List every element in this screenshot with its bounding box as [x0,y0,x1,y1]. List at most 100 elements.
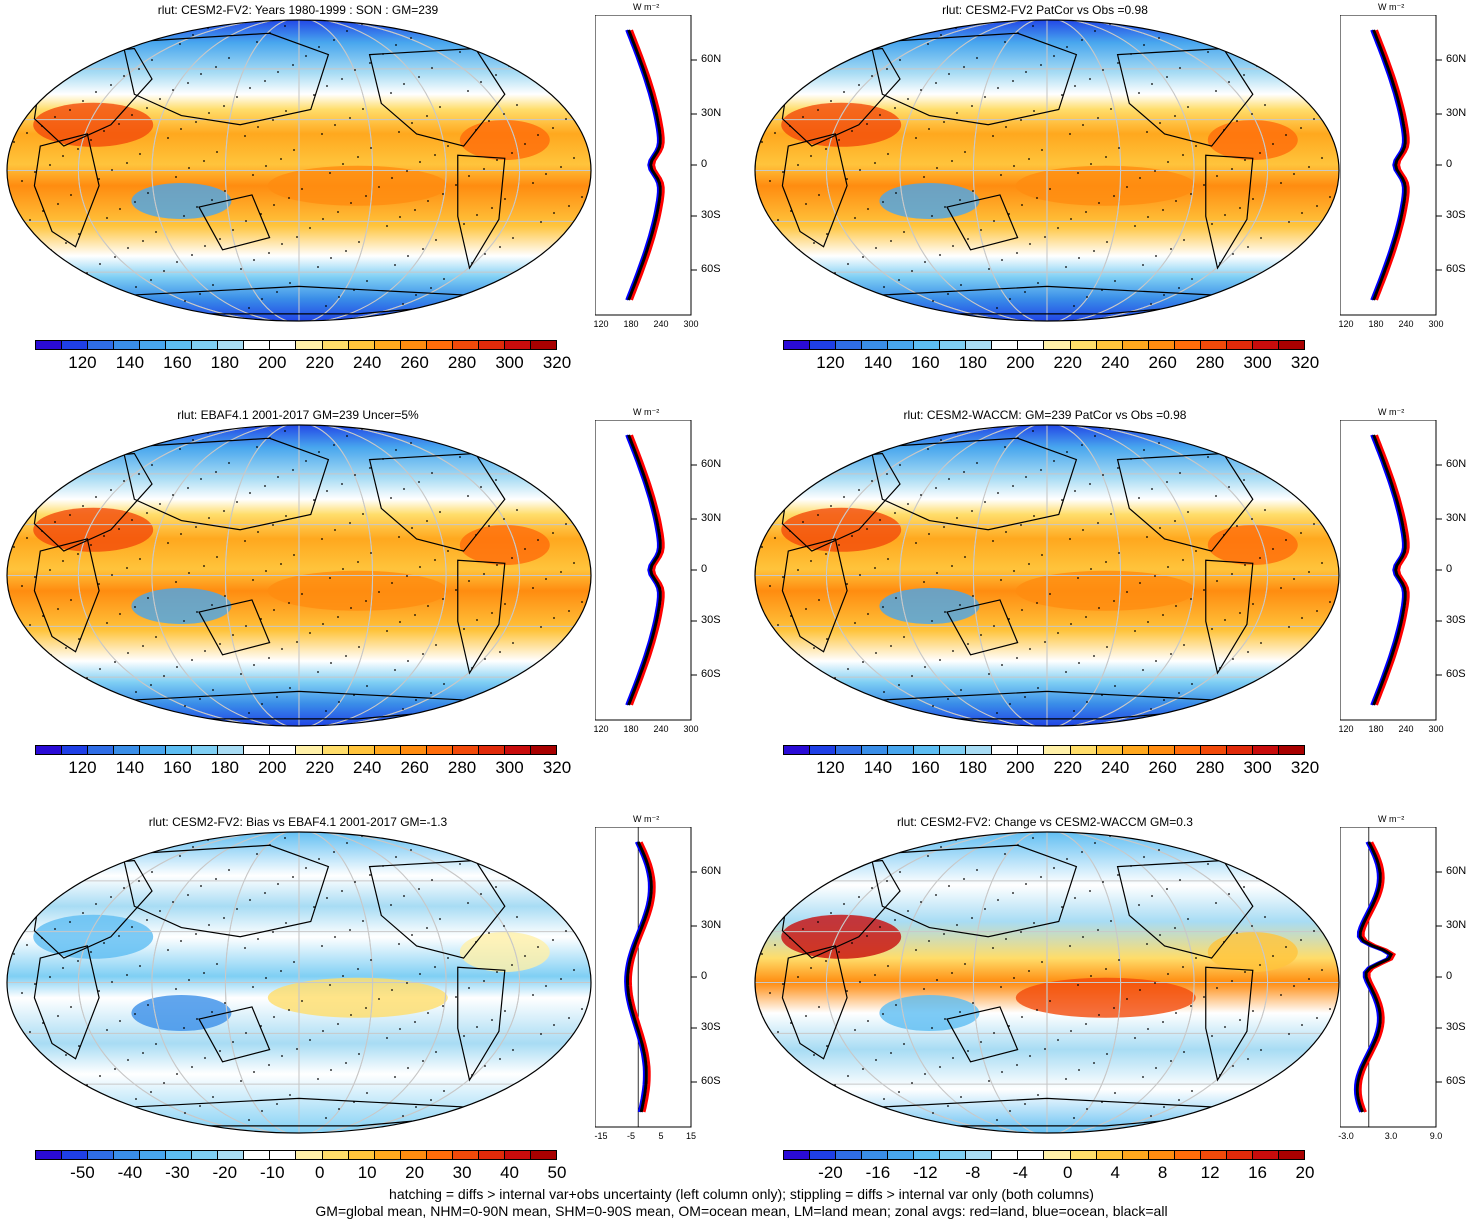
footer-line-2: GM=global mean, NHM=0-90N mean, SHM=0-90… [315,1203,1168,1219]
zonal-unit-label: W m⁻² [633,407,660,417]
colorbar-tick-label: 240 [352,758,382,777]
zonal-unit-label: W m⁻² [633,2,660,12]
colorbar-tick-label: 120 [816,353,845,372]
zonal-axis-tick-label: 240 [653,319,669,329]
colorbar-tick-label: 240 [352,353,382,372]
latitude-label: 0 [1446,563,1453,575]
zonal-axis-tick-label: 300 [683,319,699,329]
colorbar-tick-label: 160 [911,758,940,777]
latitude-label: 60N [701,865,722,877]
colorbar-tick-label: 0 [1062,1163,1073,1182]
colorbar [35,340,557,350]
colorbar-tick-label: 280 [1195,353,1225,372]
colorbar-tick-label: 300 [1243,758,1272,777]
zonal-axis-tick-label: 180 [1368,724,1384,734]
colorbar [35,745,557,755]
latitude-label: 30S [701,209,721,221]
zonal-axis-tick-label: 3.0 [1384,1131,1398,1141]
zonal-axis-tick-label: 300 [683,724,699,734]
colorbar-tick-label: 300 [495,758,524,777]
colorbar-tick-label: 0 [314,1163,325,1182]
latitude-label: 0 [1446,970,1453,982]
colorbar-tick-label: 200 [1006,758,1035,777]
colorbar-tick-label: 220 [1053,353,1082,372]
colorbar-tick-label: 140 [115,758,145,777]
zonal-axis-tick-label: 240 [1398,724,1414,734]
colorbar-tick-label: -40 [117,1163,143,1182]
latitude-label: 30N [1446,919,1467,931]
colorbar-tick-label: 220 [305,758,334,777]
zonal-axis-tick-label: -15 [594,1131,608,1141]
zonal-axis-tick-label: 120 [593,319,609,329]
latitude-label: 30N [1446,107,1467,119]
colorbar-tick-label: 8 [1157,1163,1168,1182]
latitude-label: 60N [701,458,722,470]
colorbar-tick-label: 200 [1006,353,1035,372]
colorbar-tick-label: 280 [447,353,477,372]
colorbar-tick-label: -50 [70,1163,95,1182]
zonal-axis-tick-label: 180 [623,319,639,329]
latitude-label: 0 [701,158,708,170]
colorbar-tick-label: -20 [212,1163,238,1182]
latitude-label: 60N [701,53,722,65]
latitude-label: 30S [701,1021,721,1033]
latitude-label: 30S [1446,209,1466,221]
latitude-label: 0 [701,970,708,982]
panel-title: rlut: CESM2-FV2: Years 1980-1999 : SON :… [157,3,439,17]
colorbar-tick-label: 200 [258,758,287,777]
latitude-label: 60N [1446,458,1467,470]
colorbar-tick-label: 120 [68,758,97,777]
latitude-label: 30N [701,107,722,119]
panel-title: rlut: CESM2-FV2: Change vs CESM2-WACCM G… [897,815,1193,829]
zonal-axis-tick-label: -3.0 [1338,1131,1354,1141]
colorbar-tick-label: 160 [163,353,192,372]
colorbar-tick-label: 160 [163,758,192,777]
colorbar-tick-label: 260 [400,758,429,777]
colorbar-tick-label: 280 [447,758,477,777]
colorbar-tick-label: -20 [818,1163,843,1182]
colorbar-tick-label: 10 [357,1163,377,1182]
zonal-mean-plot [595,15,697,316]
colorbar-tick-label: 240 [1100,758,1130,777]
latitude-label: 0 [701,563,708,575]
colorbar-tick-label: 220 [305,353,334,372]
zonal-axis-tick-label: 5 [658,1131,664,1141]
colorbar-tick-label: -8 [965,1163,981,1182]
zonal-unit-label: W m⁻² [633,814,660,824]
world-map [6,831,592,1134]
colorbar-tick-label: -16 [865,1163,891,1182]
latitude-label: 60S [701,263,721,275]
colorbar-tick-label: 140 [863,758,893,777]
world-map [6,19,592,322]
latitude-label: 60S [1446,668,1466,680]
latitude-label: 60S [701,668,721,680]
latitude-label: 30S [1446,1021,1466,1033]
colorbar-tick-label: 280 [1195,758,1225,777]
colorbar-tick-label: 300 [1243,353,1272,372]
colorbar-tick-label: 320 [1290,758,1320,777]
colorbar-tick-label: 180 [958,353,987,372]
colorbar [35,1150,557,1160]
zonal-axis-tick-label: 240 [653,724,669,734]
zonal-unit-label: W m⁻² [1378,814,1405,824]
colorbar-tick-label: 30 [452,1163,472,1182]
colorbar-tick-label: -10 [259,1163,285,1182]
colorbar-tick-label: 260 [400,353,429,372]
colorbar-tick-label: 140 [863,353,893,372]
colorbar-tick-label: 300 [495,353,524,372]
latitude-label: 60S [701,1075,721,1087]
latitude-label: 30S [701,614,721,626]
latitude-label: 30N [701,919,722,931]
colorbar-tick-label: 200 [258,353,287,372]
colorbar [783,745,1305,755]
colorbar-tick-label: 12 [1200,1163,1220,1182]
colorbar-tick-label: -4 [1012,1163,1028,1182]
colorbar-tick-label: 120 [816,758,845,777]
zonal-axis-tick-label: 120 [1338,724,1354,734]
latitude-label: 60N [1446,53,1467,65]
zonal-axis-tick-label: 120 [593,724,609,734]
colorbar-tick-label: 160 [911,353,940,372]
zonal-axis-tick-label: 120 [1338,319,1354,329]
colorbar-tick-label: 320 [542,758,572,777]
zonal-mean-plot [595,420,697,721]
